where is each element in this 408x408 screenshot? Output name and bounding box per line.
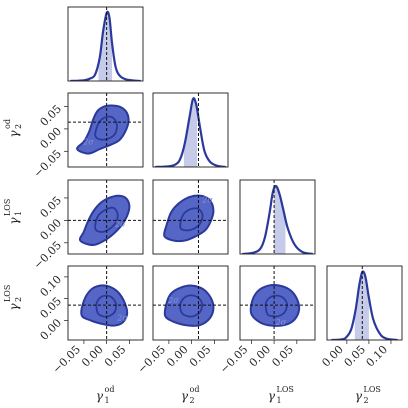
panel-2d-3-0: 2σ xyxy=(67,265,144,341)
sigma-label-4: 2σ xyxy=(167,296,179,305)
panel-frame-1d-2 xyxy=(239,179,316,255)
ytick-label-3-2: 0.10 xyxy=(38,273,65,300)
xtick-label-3-1: 0.05 xyxy=(342,343,369,370)
yaxis-superscript-2: LOS xyxy=(3,199,12,216)
panel-frame-1d-0 xyxy=(67,6,144,82)
credible-band-2 xyxy=(274,186,286,254)
kde-curve-1 xyxy=(155,97,226,167)
xtick-label-0-0: −0.05 xyxy=(50,343,83,376)
xtick-label-0-1: 0.00 xyxy=(79,343,106,370)
panel-2d-1-0: 2σ xyxy=(67,92,144,168)
sigma-label-3: 2σ xyxy=(116,313,128,322)
xaxis-superscript-3: LOS xyxy=(364,385,381,394)
panel-frame-1d-3 xyxy=(326,265,403,341)
xaxis-subscript-1: 2 xyxy=(190,396,195,405)
xaxis-superscript-1: od xyxy=(190,385,200,394)
ytick-label-2-2: 0.05 xyxy=(38,194,65,221)
ytick-label-1-2: 0.05 xyxy=(38,102,65,129)
contour-2sigma-5 xyxy=(249,283,301,327)
sigma-label-1: 2σ xyxy=(114,220,126,229)
ytick-label-2-1: 0.00 xyxy=(38,216,65,243)
panel-1d-content-3 xyxy=(331,266,398,340)
xaxis-label-3: γ xyxy=(355,389,363,403)
yaxis-subscript-2: 1 xyxy=(14,211,23,216)
ytick-label-3-0: 0.00 xyxy=(38,316,65,343)
panel-1d-content-0 xyxy=(70,7,141,81)
panel-1d-2 xyxy=(239,179,316,255)
panel-frame-2d-4 xyxy=(152,265,229,341)
sigma-label-0: 2σ xyxy=(82,138,94,147)
panel-frame-2d-2 xyxy=(152,179,229,255)
yaxis-superscript-3: LOS xyxy=(3,285,12,302)
ytick-label-1-0: −0.05 xyxy=(31,147,64,180)
ytick-label-1-1: 0.00 xyxy=(38,125,65,152)
panel-2d-content-0: 2σ xyxy=(68,93,143,167)
xaxis-subscript-3: 2 xyxy=(364,396,369,405)
panel-2d-content-5: 2σ xyxy=(240,266,315,340)
contour-2sigma-0 xyxy=(76,104,130,155)
kde-curve-2 xyxy=(242,184,313,254)
xaxis-label-0: γ xyxy=(96,389,104,403)
contour-1sigma-4 xyxy=(179,294,203,318)
xaxis-superscript-0: od xyxy=(105,385,115,394)
panel-2d-3-1: 2σ xyxy=(152,265,229,341)
sigma-label-2: 2σ xyxy=(201,195,213,204)
panel-2d-2-0: 2σ xyxy=(67,179,144,255)
xtick-label-3-2: 0.10 xyxy=(364,343,391,370)
contour-2sigma-2 xyxy=(163,194,215,243)
yaxis-superscript-1: od xyxy=(3,119,12,129)
panel-2d-content-3: 2σ xyxy=(68,266,143,340)
xaxis-superscript-2: LOS xyxy=(277,385,294,394)
credible-band-0 xyxy=(98,13,113,81)
xtick-label-2-1: 0.00 xyxy=(247,343,274,370)
panel-2d-content-4: 2σ xyxy=(153,266,228,340)
panel-1d-content-2 xyxy=(242,180,313,254)
panel-frame-2d-1 xyxy=(67,179,144,255)
contour-1sigma-1 xyxy=(94,206,119,233)
contour-1sigma-2 xyxy=(179,207,204,232)
panels-layer: 2σ 2σ 2σ 2σ 2σ 2σ xyxy=(67,6,403,341)
ytick-label-3-1: 0.05 xyxy=(38,295,65,322)
panel-1d-1 xyxy=(152,92,229,168)
contour-1sigma-0 xyxy=(94,115,118,141)
ytick-label-2-0: −0.05 xyxy=(31,239,64,272)
xtick-label-0-2: 0.05 xyxy=(102,343,129,370)
yaxis-subscript-1: 2 xyxy=(14,124,23,129)
xtick-label-1-1: 0.00 xyxy=(164,343,191,370)
contour-2sigma-4 xyxy=(163,284,215,327)
panel-frame-1d-1 xyxy=(152,92,229,168)
yaxis-label-1: γ xyxy=(7,130,21,138)
xaxis-subscript-0: 1 xyxy=(105,396,110,405)
panel-frame-2d-5 xyxy=(239,265,316,341)
panel-frame-2d-0 xyxy=(67,92,144,168)
yaxis-subscript-3: 2 xyxy=(14,297,23,302)
panel-1d-0 xyxy=(67,6,144,82)
contour-1sigma-3 xyxy=(95,294,117,318)
credible-band-1 xyxy=(183,99,198,167)
xaxis-label-2: γ xyxy=(268,389,276,403)
panel-1d-3 xyxy=(326,265,403,341)
xtick-label-1-0: −0.05 xyxy=(135,343,168,376)
xtick-label-2-0: −0.05 xyxy=(217,343,250,376)
yaxis-label-2: γ xyxy=(7,217,21,225)
xtick-label-1-2: 0.05 xyxy=(187,343,214,370)
panel-2d-content-1: 2σ xyxy=(68,180,143,254)
xtick-label-3-0: 0.00 xyxy=(319,343,346,370)
sigma-label-5: 2σ xyxy=(275,318,287,327)
panel-1d-content-1 xyxy=(155,93,226,167)
xaxis-label-1: γ xyxy=(181,389,189,403)
xaxis-subscript-2: 1 xyxy=(277,396,282,405)
yaxis-label-3: γ xyxy=(7,303,21,311)
panel-2d-3-2: 2σ xyxy=(239,265,316,341)
xtick-label-2-2: 0.05 xyxy=(269,343,296,370)
panel-frame-2d-3 xyxy=(67,265,144,341)
panel-2d-content-2: 2σ xyxy=(153,180,228,254)
panel-2d-2-1: 2σ xyxy=(152,179,229,255)
